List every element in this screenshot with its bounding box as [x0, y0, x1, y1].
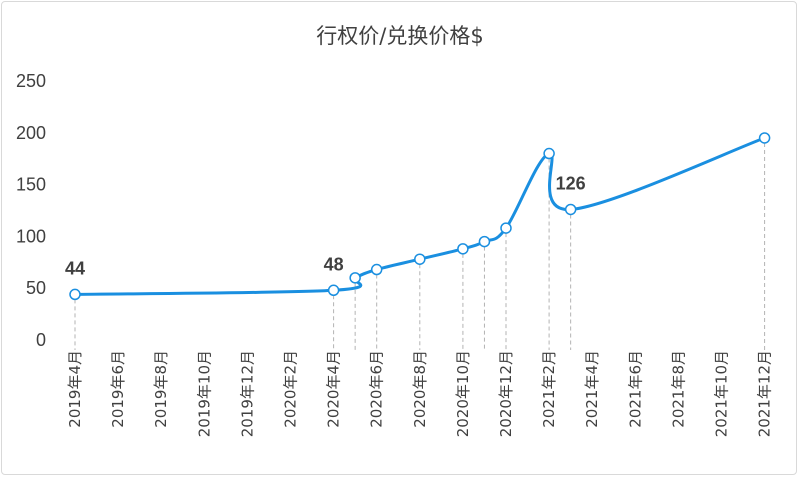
data-label: 126 — [556, 173, 586, 193]
x-tick-label: 2020年10月 — [454, 350, 472, 437]
y-tick-label: 250 — [16, 71, 46, 91]
x-tick-label: 2020年2月 — [282, 350, 300, 428]
x-tick-label: 2019年4月 — [66, 350, 84, 428]
data-point — [349, 272, 361, 284]
x-tick-label: 2021年6月 — [626, 350, 644, 428]
x-tick-label: 2019年8月 — [152, 350, 170, 428]
y-tick-label: 150 — [16, 175, 46, 195]
data-point — [327, 284, 340, 297]
x-tick-label: 2020年8月 — [411, 350, 429, 428]
data-point — [758, 132, 771, 144]
data-point — [414, 253, 426, 265]
data-point — [500, 222, 512, 234]
x-tick-label: 2020年4月 — [325, 350, 343, 428]
y-tick-label: 0 — [36, 330, 46, 350]
chart-title: 行权价/兑换价格$ — [316, 24, 484, 48]
y-tick-label: 50 — [26, 278, 46, 298]
y-tick-label: 200 — [16, 123, 46, 143]
data-point — [543, 147, 555, 160]
series-line — [73, 136, 767, 296]
x-tick-label: 2021年4月 — [583, 350, 601, 428]
x-tick-label: 2019年6月 — [109, 350, 127, 428]
x-tick-label: 2019年10月 — [195, 350, 213, 437]
data-point — [457, 243, 469, 255]
x-tick-label: 2020年6月 — [368, 350, 386, 428]
x-tick-label: 2021年8月 — [669, 350, 687, 428]
data-point — [69, 288, 81, 301]
data-label: 44 — [65, 258, 85, 278]
data-point — [478, 235, 491, 248]
y-tick-label: 100 — [16, 226, 46, 246]
data-point — [564, 203, 577, 216]
x-tick-label: 2021年12月 — [756, 350, 774, 437]
data-label: 48 — [324, 254, 344, 274]
data-point — [370, 263, 383, 276]
x-tick-label: 2021年2月 — [540, 350, 558, 428]
x-tick-label: 2021年10月 — [713, 350, 731, 437]
x-tick-label: 2019年12月 — [238, 350, 256, 437]
x-tick-label: 2020年12月 — [497, 350, 515, 437]
